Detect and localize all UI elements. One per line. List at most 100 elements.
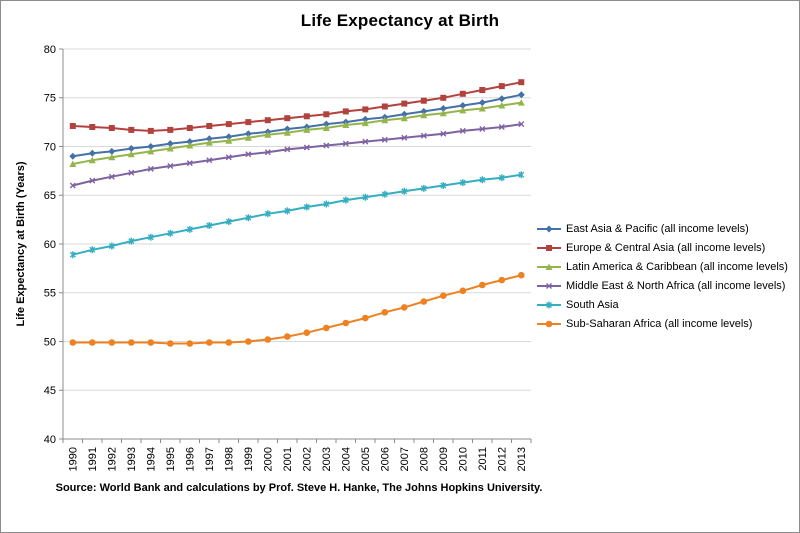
triangle-marker: [400, 114, 408, 122]
legend-item-4: South Asia: [536, 299, 788, 311]
circle-marker: [264, 336, 272, 343]
legend-label: South Asia: [566, 299, 619, 311]
x-tick-label: 2006: [380, 447, 392, 471]
square-marker: [186, 125, 193, 131]
square-marker: [342, 108, 349, 115]
x-marker: [245, 151, 252, 158]
asterisk-marker: [479, 176, 486, 184]
x-tick-label: 2003: [321, 447, 333, 471]
square-marker: [401, 100, 408, 107]
x-marker: [479, 126, 486, 132]
circle-marker: [459, 287, 467, 295]
x-marker: [381, 136, 388, 143]
x-tick-label: 2009: [438, 447, 450, 471]
x-tick-label: 1993: [126, 447, 138, 471]
x-tick-label: 1995: [165, 447, 177, 471]
y-tick-label: 60: [44, 239, 56, 251]
diamond-marker: [166, 140, 174, 148]
legend-item-1: Europe & Central Asia (all income levels…: [536, 242, 788, 254]
asterisk-marker: [225, 218, 232, 226]
circle-marker: [303, 329, 311, 337]
diamond-legend-marker-icon: [537, 225, 561, 233]
x-marker: [420, 132, 427, 139]
square-marker: [89, 124, 96, 130]
series-line-2: [72, 101, 522, 165]
square-marker: [323, 111, 330, 118]
x-marker: [147, 165, 154, 172]
triangle-marker: [205, 139, 213, 146]
diamond-marker: [545, 225, 553, 233]
diamond-marker: [127, 145, 135, 152]
series-line-4: [72, 173, 522, 256]
x-tick-label: 1994: [146, 447, 158, 471]
circle-marker: [167, 340, 174, 347]
asterisk-marker: [69, 251, 76, 259]
square-marker: [167, 126, 174, 133]
diamond-marker: [205, 135, 213, 143]
circle-marker: [284, 333, 291, 340]
diamond-marker: [439, 105, 447, 112]
legend-label: Europe & Central Asia (all income levels…: [566, 242, 766, 254]
square-marker: [440, 94, 447, 101]
asterisk-marker: [401, 187, 408, 195]
series-line-1: [72, 81, 522, 132]
series-line-3: [72, 123, 522, 187]
triangle-marker: [517, 99, 525, 106]
square-marker: [518, 79, 525, 86]
triangle-marker: [147, 147, 155, 155]
triangle-marker: [69, 160, 77, 167]
triangle-marker: [244, 134, 252, 141]
x-tick-label: 2007: [399, 447, 411, 471]
x-tick-label: 2002: [302, 447, 314, 471]
x-marker: [303, 144, 310, 151]
triangle-marker: [381, 116, 389, 124]
x-marker: [186, 160, 193, 167]
x-tick-label: 1990: [68, 447, 80, 471]
legend-label: Latin America & Caribbean (all income le…: [566, 261, 788, 273]
square-marker: [479, 87, 486, 93]
asterisk-marker: [206, 222, 213, 229]
diamond-marker: [400, 110, 408, 118]
asterisk-marker: [245, 214, 252, 222]
chart-title: Life Expectancy at Birth: [300, 11, 500, 30]
x-marker: [518, 121, 525, 128]
x-tick-label: 2010: [458, 447, 470, 471]
diamond-marker: [498, 95, 506, 103]
y-tick-label: 75: [44, 93, 56, 105]
x-marker: [440, 130, 447, 137]
triangle-marker: [322, 124, 330, 131]
square-marker: [264, 117, 271, 124]
asterisk-marker: [128, 237, 135, 245]
circle-marker: [186, 340, 194, 347]
diamond-marker: [186, 138, 194, 146]
x-marker: [498, 124, 505, 130]
x-tick-label: 1997: [204, 447, 216, 471]
asterisk-marker: [498, 174, 505, 182]
diamond-marker: [147, 143, 155, 150]
asterisk-marker: [264, 210, 271, 218]
asterisk-marker: [342, 196, 349, 204]
circle-marker: [342, 319, 350, 327]
x-marker: [69, 182, 76, 189]
x-tick-label: 1998: [224, 447, 236, 471]
x-marker: [546, 283, 552, 289]
circle-marker: [420, 298, 428, 305]
x-marker: [89, 177, 96, 184]
square-marker: [498, 83, 505, 90]
legend-label: Sub-Saharan Africa (all income levels): [566, 318, 753, 330]
circle-marker: [362, 314, 369, 322]
circle-marker: [401, 304, 408, 311]
triangle-marker: [342, 121, 350, 128]
x-marker: [459, 127, 466, 134]
series-line-5: [72, 274, 522, 345]
triangle-marker: [225, 137, 233, 144]
circle-marker: [381, 309, 389, 316]
x-marker: [225, 154, 232, 161]
source-note: Source: World Bank and calculations by P…: [55, 482, 543, 494]
x-tick-label: 2005: [360, 447, 372, 471]
circle-legend-marker-icon: [537, 320, 561, 328]
x-marker: [128, 169, 135, 176]
x-marker: [167, 163, 174, 169]
